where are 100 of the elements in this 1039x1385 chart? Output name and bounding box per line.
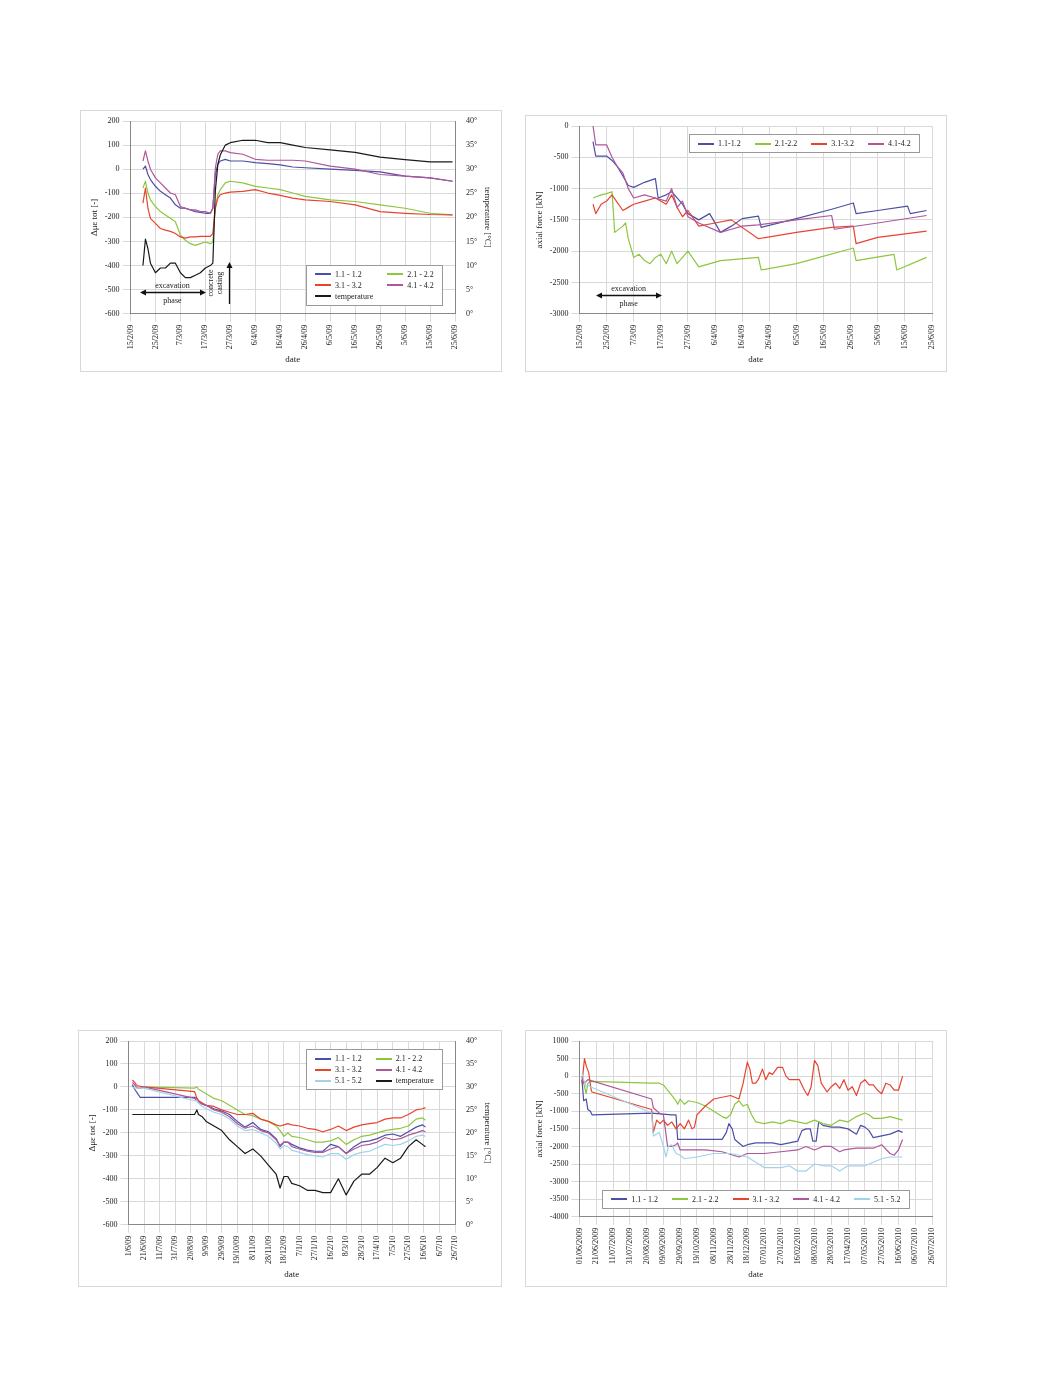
x-tick-label: 07/01/2010 xyxy=(759,1227,769,1265)
y-tick-label: -3000 xyxy=(549,1176,569,1186)
x-tick-label: 25/6/09 xyxy=(927,324,937,350)
y2-tick-label: 15° xyxy=(466,236,478,246)
y2-tick-label: 5° xyxy=(466,284,474,294)
x-tick-label: 17/3/09 xyxy=(655,324,665,350)
x-tick-label: 07/05/2010 xyxy=(859,1227,869,1265)
x-tick-label: 16/4/09 xyxy=(275,324,285,350)
y-tick-label: -1000 xyxy=(549,183,569,193)
y2-tick-label: 40° xyxy=(466,116,478,126)
x-tick-label: 29/09/2009 xyxy=(675,1227,685,1265)
y-tick-label: -300 xyxy=(102,1150,118,1160)
y-tick-label: 0 xyxy=(113,1082,118,1092)
x-tick-label: 27/3/09 xyxy=(225,324,235,350)
y2-tick-label: 10° xyxy=(466,1173,478,1183)
x-tick-label: 28/11/2009 xyxy=(725,1227,735,1264)
x-tick-label: 15/2/09 xyxy=(574,324,584,350)
x-tick-label: 7/1/10 xyxy=(294,1235,304,1257)
y-tick-label: -100 xyxy=(104,188,120,198)
x-tick-label: 17/3/09 xyxy=(200,324,210,350)
legend-label: temperature xyxy=(335,291,374,301)
legend-label: 1.1 - 1.2 xyxy=(335,269,362,279)
x-tick-label: 08/03/2010 xyxy=(809,1227,819,1265)
x-tick-label: 26/4/09 xyxy=(300,324,310,350)
y-tick-label: -500 xyxy=(553,1088,569,1098)
y-tick-label: 100 xyxy=(105,1059,118,1069)
x-tick-label: 7/3/09 xyxy=(628,324,638,346)
x-tick-label: 16/06/2010 xyxy=(893,1227,903,1265)
annotation: concrete casting xyxy=(205,269,224,297)
y2-tick-label: 20° xyxy=(466,1127,478,1137)
y2-tick-label: 15° xyxy=(466,1150,478,1160)
y-tick-label: -100 xyxy=(102,1105,118,1114)
legend-label: 2.1 - 2.2 xyxy=(395,1054,423,1063)
legend-label: 1.1 - 1.2 xyxy=(335,1054,362,1063)
x-tick-label: 26/4/09 xyxy=(764,324,774,350)
legend-label: 2.1 - 2.2 xyxy=(407,269,434,279)
legend-label: 3.1 - 3.2 xyxy=(335,280,362,290)
x-tick-label: 15/2/09 xyxy=(125,324,135,350)
x-tick-label: 26/7/10 xyxy=(450,1235,460,1261)
x-tick-label: 15/6/09 xyxy=(425,324,435,350)
y2-tick-label: 0° xyxy=(466,1219,474,1229)
x-tick-label: 27/01/2010 xyxy=(776,1227,786,1265)
x-tick-label: 27/1/10 xyxy=(310,1235,320,1261)
y2-tick-label: 30° xyxy=(466,164,478,174)
x-tick-label: 6/4/09 xyxy=(250,324,260,346)
y2-tick-label: 30° xyxy=(466,1082,478,1092)
x-tick-label: 8/11/09 xyxy=(247,1235,257,1260)
x-tick-label: 6/4/09 xyxy=(710,324,720,346)
x-tick-label: 8/3/10 xyxy=(341,1235,351,1257)
x-tick-label: 06/07/2010 xyxy=(910,1227,920,1265)
y-tick-label: -500 xyxy=(102,1196,118,1206)
y-tick-label: -400 xyxy=(104,260,120,270)
x-tick-label: 6/5/09 xyxy=(791,324,801,346)
y-tick-label: -2000 xyxy=(549,246,569,256)
x-tick-label: 27/3/09 xyxy=(683,324,693,350)
x-tick-label: 5/6/09 xyxy=(872,324,882,346)
legend-label: 2.1-2.2 xyxy=(774,139,798,148)
y-tick-label: 500 xyxy=(556,1053,569,1063)
x-tick-label: 31/7/09 xyxy=(170,1235,180,1261)
legend-label: 5.1 - 5.2 xyxy=(335,1076,362,1085)
y-tick-label: -400 xyxy=(102,1173,118,1183)
y-tick-label: -2500 xyxy=(549,1159,569,1169)
x-tick-label: 18/12/2009 xyxy=(742,1227,752,1265)
legend-label: 3.1 - 3.2 xyxy=(335,1065,362,1074)
y2-tick-label: 25° xyxy=(466,188,478,198)
x-tick-label: 28/3/10 xyxy=(356,1235,366,1261)
x-tick-label: 17/4/10 xyxy=(372,1235,382,1261)
y2-axis-title: temperature [°C] xyxy=(483,186,494,248)
y-tick-label: 0 xyxy=(564,121,569,131)
legend-label: 4.1 - 4.2 xyxy=(813,1194,840,1204)
x-axis-title: date xyxy=(285,353,301,364)
y-axis-title: Δμε tot [-] xyxy=(86,1114,97,1152)
x-tick-label: 6/7/10 xyxy=(434,1235,444,1257)
x-tick-label: 20/8/09 xyxy=(185,1235,195,1261)
annotation: excavation phase xyxy=(611,282,646,310)
y2-axis-title: temperature [°C] xyxy=(483,1102,494,1164)
x-tick-label: 26/07/2010 xyxy=(927,1227,937,1265)
y-axis-title: axial force [kN] xyxy=(533,191,544,249)
x-tick-label: 26/5/09 xyxy=(375,324,385,350)
x-tick-label: 17/04/2010 xyxy=(843,1227,853,1265)
y2-tick-label: 0° xyxy=(466,308,474,318)
legend-label: 2.1 - 2.2 xyxy=(691,1194,719,1204)
y2-tick-label: 25° xyxy=(466,1105,478,1114)
x-tick-label: 27/5/10 xyxy=(403,1235,413,1261)
annotation: excavation phase xyxy=(155,279,190,307)
x-tick-label: 16/5/09 xyxy=(818,324,828,350)
y-tick-label: -3000 xyxy=(549,308,569,318)
y-tick-label: -3500 xyxy=(549,1194,569,1204)
x-tick-label: 5/6/09 xyxy=(400,324,410,346)
x-tick-label: 16/4/09 xyxy=(737,324,747,350)
y2-tick-label: 40° xyxy=(466,1036,478,1046)
y2-tick-label: 20° xyxy=(466,212,478,222)
x-tick-label: 7/5/10 xyxy=(387,1235,397,1257)
x-tick-label: 15/6/09 xyxy=(899,324,909,350)
x-tick-label: 08/11/2009 xyxy=(708,1227,718,1264)
y-tick-label: 1000 xyxy=(552,1036,569,1046)
y-axis-title: axial force [kN] xyxy=(533,1100,544,1158)
y-tick-label: -500 xyxy=(104,284,120,294)
x-tick-label: 16/6/10 xyxy=(419,1235,428,1261)
x-tick-label: 19/10/09 xyxy=(232,1235,242,1265)
